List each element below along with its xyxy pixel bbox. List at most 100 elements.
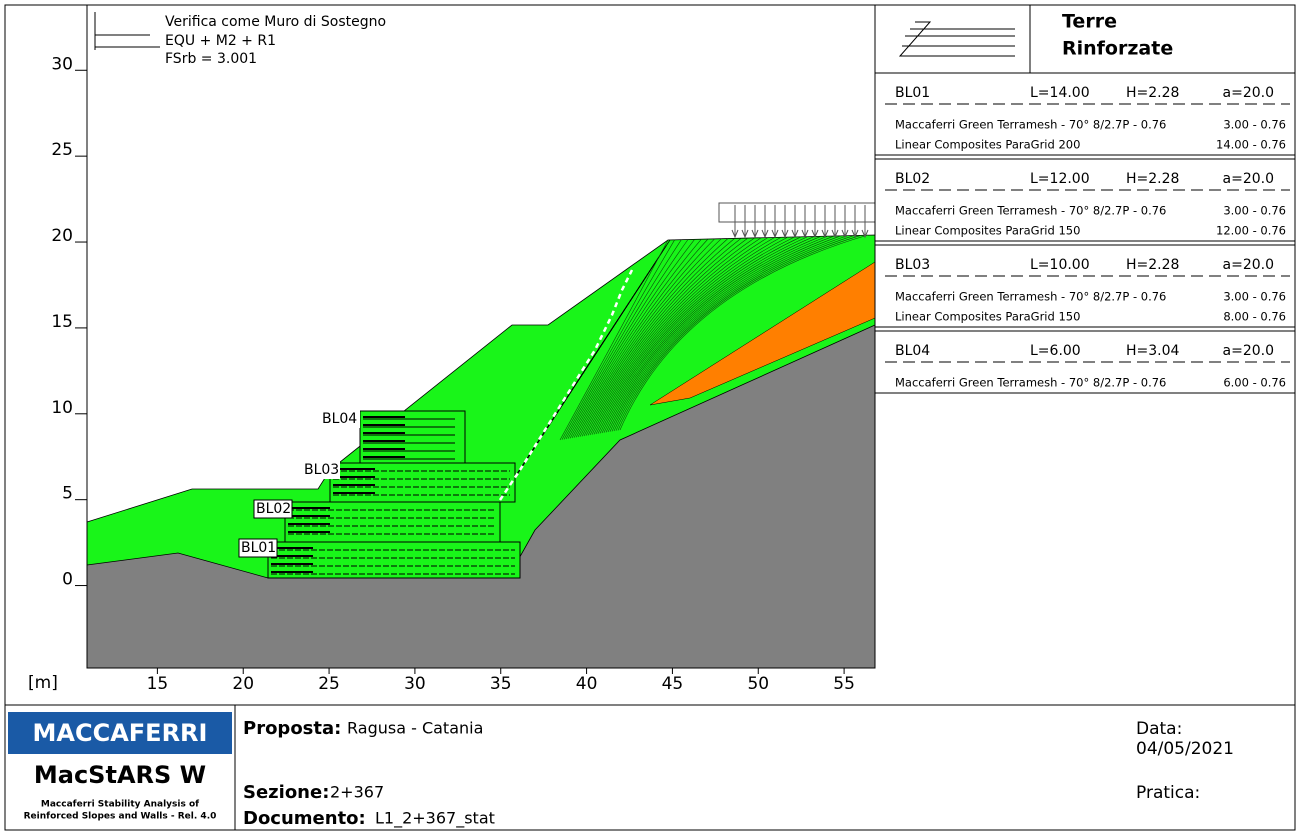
label-bg [238,538,278,558]
slip-arc [605,235,822,433]
material-spec: 6.00 - 0.76 [1223,376,1286,390]
slip-arc [561,239,675,440]
block-l: L=14.00 [1030,85,1090,101]
panel-header [874,4,1296,74]
block-l: L=12.00 [1030,171,1090,187]
slip-arc [579,238,735,437]
section-drawing [86,4,876,669]
block-l: L=6.00 [1030,343,1081,359]
material: Maccaferri Green Terramesh - 70° 8/2.7P … [895,290,1166,304]
block-row [874,72,1296,156]
block-name: BL02 [895,171,930,187]
slip-line [499,239,671,501]
footer: MACCAFERRI MacStARS W Maccaferri Stabili… [5,704,1295,830]
field-label: Proposta: [243,718,341,739]
product-sub: Maccaferri Stability Analysis of [41,800,199,810]
material-spec: 3.00 - 0.76 [1223,204,1286,218]
field-value: 04/05/2021 [1136,739,1234,759]
x-tick-label: 45 [662,674,684,694]
arrow-head [841,229,849,239]
legend-line: EQU + M2 + R1 [165,33,276,49]
field-value: L1_2+367_stat [375,809,495,829]
slip-arc [559,239,669,441]
slip-arc [583,237,749,437]
x-tick-label: 25 [318,674,340,694]
block-row [874,158,1296,242]
x-tick-label: 35 [490,674,512,694]
block-h: H=2.28 [1126,257,1179,273]
arrow-head [811,229,819,239]
slip-arc [567,239,695,439]
arrow-head [821,229,829,239]
block-labels: BL04 BL03 BL02 BL01 [238,410,360,558]
material-spec: 12.00 - 0.76 [1216,224,1286,238]
reinforced-blocks [267,410,521,579]
blocks-panel: Terre Rinforzate BL01 L=14.00 H=2.28 a=20.0… [874,4,1296,394]
material: Maccaferri Green Terramesh - 70° 8/2.7P … [895,118,1166,132]
field-value: 2+367 [330,783,384,802]
surcharge-arrows [731,205,869,239]
panel-title: Terre [1062,11,1117,33]
slip-arc [587,237,762,436]
block-name: BL01 [895,85,930,101]
section-label: BL04 [322,411,357,427]
logo: MACCAFERRI [33,719,208,747]
material: Maccaferri Green Terramesh - 70° 8/2.7P … [895,376,1166,390]
arrow-head [861,229,869,239]
slip-arc [571,238,709,439]
label-bg [302,461,340,479]
arrow-head [851,229,859,239]
field-label: Pratica: [1136,783,1200,803]
material-spec: 3.00 - 0.76 [1223,290,1286,304]
panel-icon [898,21,1015,57]
slip-arc [601,236,809,434]
block-h: H=2.28 [1126,85,1179,101]
x-tick-label: 40 [576,674,598,694]
slip-arc [589,237,769,436]
block-h: H=2.28 [1126,171,1179,187]
slip-arc [585,237,755,436]
y-tick-label: 30 [51,54,73,74]
critical-surface [498,269,634,501]
x-tick-label: 55 [833,674,855,694]
field-label: Documento: [243,808,366,829]
x-tick-label: 30 [404,674,426,694]
slip-arc [597,236,795,434]
slip-arc [615,235,855,431]
slip-arc [607,235,829,433]
arrow-head [791,229,799,239]
slip-arc [599,236,802,434]
y-tick-label: 5 [62,484,73,504]
block-h: H=3.04 [1126,343,1180,359]
arrow-head [731,229,739,239]
arrow-head [781,229,789,239]
legend-line: Verifica come Muro di Sostegno [165,14,386,30]
material: Linear Composites ParaGrid 200 [895,138,1080,152]
block-row [874,244,1296,328]
slip-arc [565,239,689,440]
y-tick-label: 25 [51,140,73,160]
x-tick-label: 15 [147,674,169,694]
block-a: a=20.0 [1223,171,1274,187]
product-sub: Reinforced Slopes and Walls - Rel. 4.0 [24,812,217,822]
y-tick-label: 10 [51,398,73,418]
slip-arc [603,236,815,433]
block-a: a=20.0 [1223,85,1274,101]
slip-arc [581,237,742,437]
slip-arc [595,236,789,435]
slip-arc [619,234,869,431]
section-label: BL02 [256,501,291,517]
slip-arc [617,234,862,431]
field-label: Sezione: [243,782,329,803]
arrow-head [831,229,839,239]
block-l: L=10.00 [1030,257,1090,273]
field-value: Ragusa - Catania [347,719,483,738]
product: MacStARS W [34,761,206,789]
arrow-head [761,229,769,239]
label-bg [320,410,360,428]
material: Linear Composites ParaGrid 150 [895,310,1080,324]
legend: Verifica come Muro di Sostegno EQU + M2 … [94,12,386,67]
arrow-head [771,229,779,239]
material-spec: 8.00 - 0.76 [1223,310,1286,324]
